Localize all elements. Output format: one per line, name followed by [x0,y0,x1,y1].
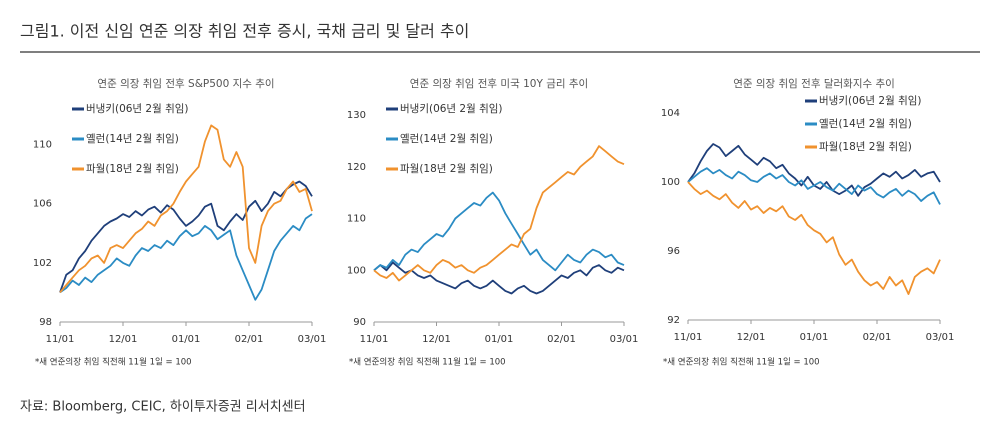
series-line [687,167,941,205]
series-line [373,191,625,272]
x-tick-label: 01/01 [485,334,514,345]
y-tick-label: 102 [33,258,52,269]
x-tick-label: 03/01 [298,334,327,345]
series-line [687,181,941,295]
x-tick-label: 01/01 [800,332,829,343]
x-tick-label: 02/01 [235,334,264,345]
y-tick-label: 110 [347,214,366,225]
series-line [59,124,313,293]
y-tick-label: 98 [39,317,52,328]
series-line [373,145,625,282]
chart-title: 연준 의장 취임 전후 미국 10Y 금리 추이 [410,77,588,90]
y-tick-label: 100 [661,177,680,188]
legend-label: 버냉키(06년 2월 취임) [86,102,189,115]
footnote: *새 연준의장 취임 직전해 11월 1일 = 100 [35,357,192,368]
y-tick-label: 106 [33,199,52,210]
x-tick-label: 11/01 [46,334,75,345]
figure-title: 그림1. 이전 신임 연준 의장 취임 전후 증시, 국채 금리 및 달러 추이 [20,22,469,41]
x-tick-label: 02/01 [547,334,576,345]
legend-label: 옐런(14년 2월 취임) [819,117,912,130]
x-tick-label: 01/01 [172,334,201,345]
x-tick-label: 12/01 [737,332,766,343]
legend-label: 옐런(14년 2월 취임) [400,132,493,145]
y-tick-label: 100 [347,265,366,276]
y-tick-label: 96 [667,246,680,257]
chart-title: 연준 의장 취임 전후 달러화지수 추이 [733,77,895,90]
y-tick-label: 104 [661,108,680,119]
x-tick-label: 02/01 [863,332,892,343]
footnote: *새 연준의장 취임 직전해 11월 1일 = 100 [349,357,506,368]
legend-label: 옐런(14년 2월 취임) [86,132,179,145]
x-tick-label: 03/01 [926,332,955,343]
x-tick-label: 12/01 [422,334,451,345]
legend-label: 파월(18년 2월 취임) [400,162,493,175]
x-tick-label: 11/01 [674,332,703,343]
x-tick-label: 12/01 [109,334,138,345]
y-tick-label: 90 [353,317,366,328]
y-tick-label: 110 [33,140,52,151]
x-tick-label: 11/01 [360,334,389,345]
legend-label: 버냉키(06년 2월 취임) [819,94,922,107]
legend-label: 버냉키(06년 2월 취임) [400,102,503,115]
series-line [59,213,313,301]
y-tick-label: 130 [347,110,366,121]
y-tick-label: 120 [347,162,366,173]
source: 자료: Bloomberg, CEIC, 하이투자증권 리서치센터 [20,400,306,415]
series-line [59,180,313,293]
series-line [373,261,625,295]
legend-label: 파월(18년 2월 취임) [819,140,912,153]
legend-label: 파월(18년 2월 취임) [86,162,179,175]
x-tick-label: 03/01 [610,334,639,345]
y-tick-label: 92 [667,315,680,326]
footnote: *새 연준의장 취임 직전해 11월 1일 = 100 [663,357,820,368]
chart-title: 연준 의장 취임 전후 S&P500 지수 추이 [97,77,274,90]
